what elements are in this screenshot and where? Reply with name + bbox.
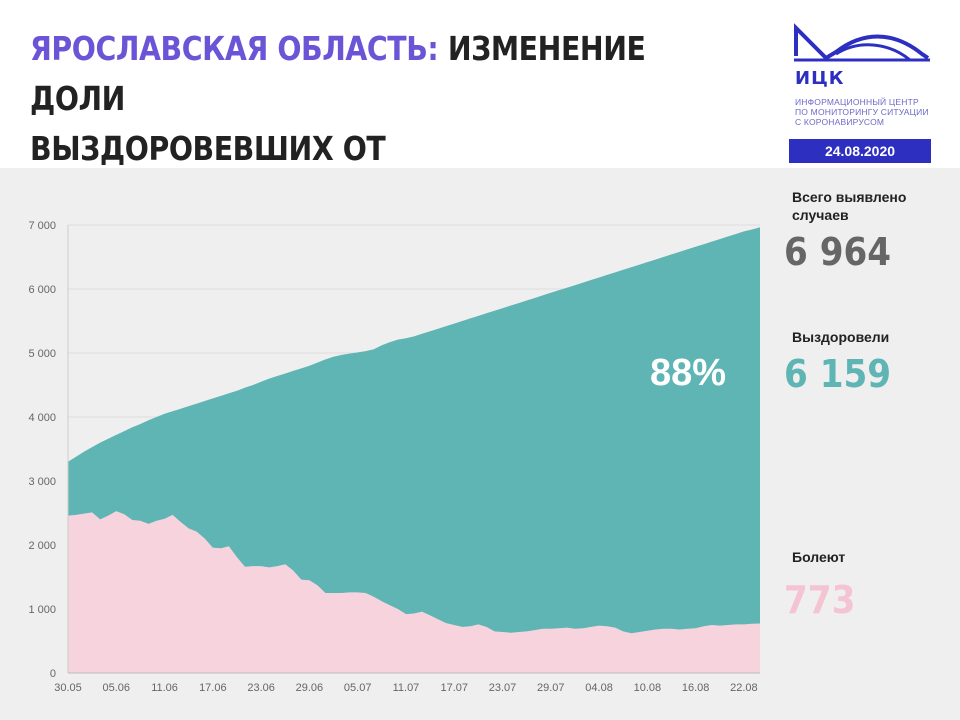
recovered-value: 6 159 bbox=[784, 352, 892, 396]
title-line1: ИЗМЕНЕНИЕ ДОЛИ bbox=[30, 29, 646, 118]
x-tick-label: 29.06 bbox=[296, 682, 324, 694]
header: ЯРОСЛАВСКАЯ ОБЛАСТЬ: ИЗМЕНЕНИЕ ДОЛИ ВЫЗД… bbox=[0, 0, 960, 218]
logo-icon bbox=[794, 23, 930, 62]
logo-subtitle-line: ИНФОРМАЦИОННЫЙ ЦЕНТР bbox=[795, 97, 919, 107]
y-tick-label: 2 000 bbox=[28, 540, 56, 552]
x-tick-label: 16.08 bbox=[682, 682, 710, 694]
x-tick-label: 29.07 bbox=[537, 682, 565, 694]
recovered-area bbox=[68, 227, 760, 674]
y-tick-label: 5 000 bbox=[28, 348, 56, 360]
y-tick-label: 4 000 bbox=[28, 412, 56, 424]
recovered-percent: 88% bbox=[650, 352, 727, 394]
area-chart: 0 1 000 2 000 3 000 4 000 5 000 6 000 7 000 30.… bbox=[28, 220, 760, 694]
x-tick-label: 11.07 bbox=[393, 682, 420, 694]
y-tick-label: 0 bbox=[50, 668, 56, 680]
y-tick-label: 1 000 bbox=[28, 604, 56, 616]
x-tick-label: 10.08 bbox=[634, 682, 662, 694]
logo-subtitle-line: ПО МОНИТОРИНГУ СИТУАЦИИ bbox=[795, 107, 929, 117]
x-tick-label: 23.07 bbox=[489, 682, 517, 694]
x-tick-label: 17.07 bbox=[440, 682, 468, 694]
title-region: ЯРОСЛАВСКАЯ ОБЛАСТЬ: bbox=[30, 29, 439, 68]
y-tick-label: 7 000 bbox=[28, 220, 56, 232]
total-cases-label: Всего выявлено случаев bbox=[792, 189, 907, 223]
sick-area bbox=[68, 511, 760, 673]
y-tick-label: 6 000 bbox=[28, 284, 56, 296]
logo-subtitle-line: С КОРОНАВИРУСОМ bbox=[795, 117, 885, 127]
date-badge: 24.08.2020 bbox=[789, 139, 931, 163]
total-cases-value: 6 964 bbox=[784, 230, 892, 274]
logo-abbreviation: ИЦК bbox=[795, 68, 845, 89]
x-tick-label: 23.06 bbox=[247, 682, 275, 694]
sick-value: 773 bbox=[784, 578, 856, 622]
x-tick-label: 30.05 bbox=[54, 682, 82, 694]
x-tick-label: 05.06 bbox=[103, 682, 131, 694]
x-tick-label: 11.06 bbox=[151, 682, 178, 694]
y-tick-label: 3 000 bbox=[28, 476, 56, 488]
x-tick-label: 04.08 bbox=[585, 682, 613, 694]
sick-label: Болеют bbox=[792, 549, 846, 565]
logo-subtitle: ИНФОРМАЦИОННЫЙ ЦЕНТР ПО МОНИТОРИНГУ СИТУ… bbox=[795, 97, 945, 127]
x-tick-label: 17.06 bbox=[199, 682, 227, 694]
x-tick-label: 22.08 bbox=[730, 682, 758, 694]
x-tick-label: 05.07 bbox=[344, 682, 372, 694]
recovered-label: Выздоровели bbox=[792, 329, 890, 345]
